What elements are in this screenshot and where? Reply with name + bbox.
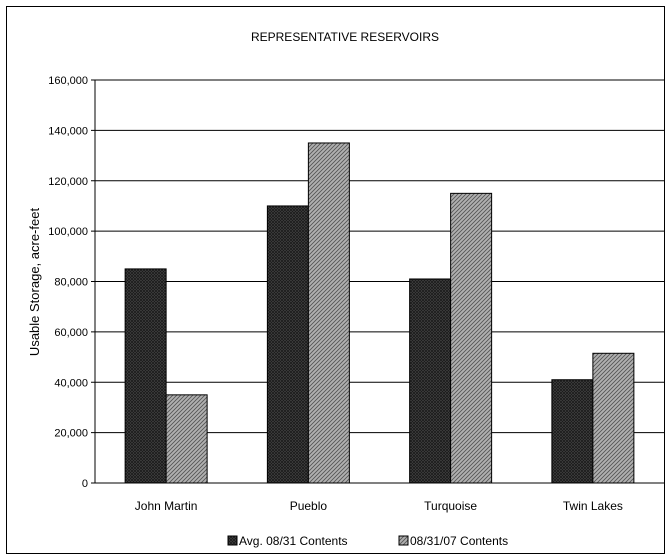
y-tick-label: 80,000 [54, 277, 88, 289]
y-tick-label: 60,000 [54, 327, 88, 339]
bar-avg-turquoise [409, 278, 452, 484]
x-tick-label: Turquoise [424, 499, 477, 513]
x-tick-label: Pueblo [290, 499, 328, 513]
bar-avg-pueblo [266, 205, 309, 484]
y-tick-label: 20,000 [54, 428, 88, 440]
legend-swatch [227, 535, 238, 546]
y-tick-label: 120,000 [48, 176, 88, 188]
x-axis-tick-labels: John Martin Pueblo Turquoise Twin Lakes [135, 499, 623, 513]
axes [94, 80, 664, 484]
legend: Avg. 08/31 Contents 08/31/07 Contents [227, 534, 508, 548]
x-tick-label: Twin Lakes [563, 499, 623, 513]
y-tick-label: 40,000 [54, 377, 88, 389]
y-tick-label: 100,000 [48, 226, 88, 238]
y-axis-label: Usable Storage, acre-feet [27, 208, 42, 357]
y-tick-label: 0 [82, 478, 88, 490]
bar-2007-john-martin [165, 394, 208, 484]
y-tick-label: 140,000 [48, 125, 88, 137]
bar-avg-john-martin [124, 268, 167, 484]
y-axis-ticks: 0 20,000 40,000 60,000 80,000 100,000 120,000 1… [48, 75, 95, 490]
y-tick-label: 160,000 [48, 75, 88, 87]
bar-2007-turquoise [450, 192, 493, 484]
legend-label: 08/31/07 Contents [410, 534, 508, 548]
x-tick-label: John Martin [135, 499, 198, 513]
chart-title: REPRESENTATIVE RESERVOIRS [251, 30, 439, 44]
bar-avg-twin-lakes [551, 379, 594, 484]
bar-2007-twin-lakes [592, 352, 635, 484]
bars [124, 142, 635, 484]
legend-swatch [398, 535, 409, 546]
legend-label: Avg. 08/31 Contents [239, 534, 348, 548]
bar-2007-pueblo [307, 142, 350, 484]
